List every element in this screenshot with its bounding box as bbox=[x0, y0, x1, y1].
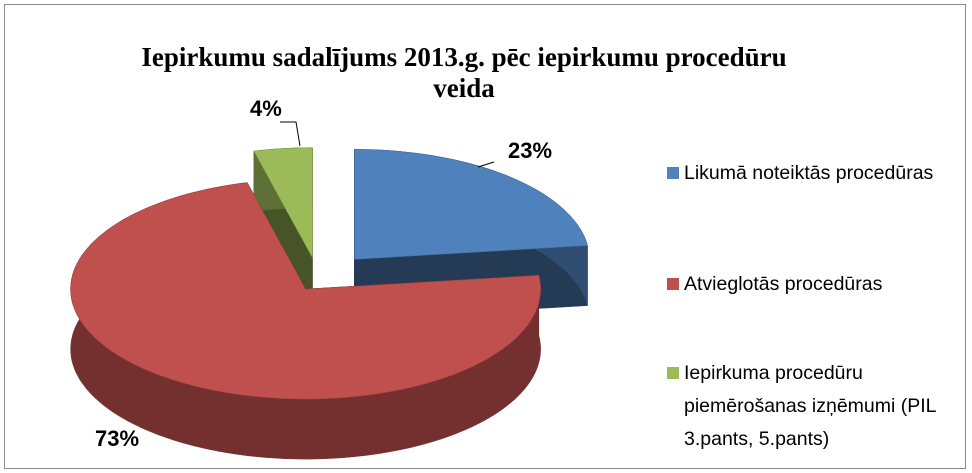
chart-title: Iepirkumu sadalījums 2013.g. pēc iepirku… bbox=[141, 42, 787, 103]
legend-swatch bbox=[667, 167, 679, 179]
legend-label: Atvieglotās procedūras bbox=[684, 273, 883, 295]
legend-label: Iepirkuma procedūru piemērošanas izņēmum… bbox=[684, 362, 936, 450]
slice bbox=[354, 149, 588, 260]
chart-border bbox=[4, 4, 966, 469]
slice bbox=[70, 182, 541, 400]
data-label: 4% bbox=[250, 96, 282, 121]
slice bbox=[253, 147, 313, 258]
data-label: 23% bbox=[508, 138, 552, 163]
leader-line bbox=[280, 121, 301, 147]
leader-line bbox=[477, 161, 495, 168]
legend-swatch bbox=[667, 278, 679, 290]
data-label: 73% bbox=[95, 426, 139, 451]
legend-label: Likumā noteiktās procedūras bbox=[684, 162, 934, 184]
legend-swatch bbox=[667, 367, 679, 379]
